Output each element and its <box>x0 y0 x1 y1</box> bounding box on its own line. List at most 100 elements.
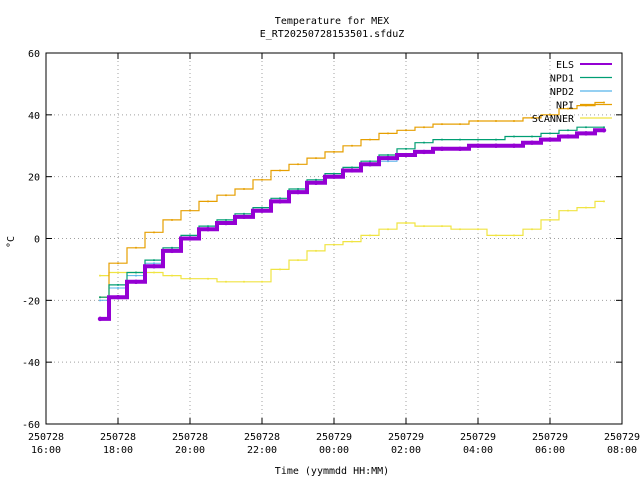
point-els <box>295 189 301 195</box>
point-npd1 <box>441 138 443 141</box>
point-npi <box>369 138 371 141</box>
chart-title: Temperature for MEX <box>275 16 389 27</box>
series-line-npd1 <box>100 126 604 298</box>
point-els <box>241 214 247 220</box>
point-npi <box>531 116 533 119</box>
series-line-npd2 <box>100 129 604 301</box>
point-scanner <box>243 280 245 283</box>
point-els <box>565 134 571 139</box>
y-tick-label: 20 <box>28 173 40 184</box>
point-npd1 <box>243 212 245 215</box>
point-scanner <box>549 218 551 221</box>
x-tick-time: 06:00 <box>535 445 565 456</box>
point-npd1 <box>333 172 335 175</box>
point-npi <box>135 246 137 249</box>
point-scanner <box>117 271 119 274</box>
point-npd1 <box>207 225 209 228</box>
point-npd1 <box>513 135 515 138</box>
point-scanner <box>585 206 587 209</box>
point-npd2 <box>387 160 389 163</box>
x-tick-time: 08:00 <box>607 445 637 456</box>
point-npd1 <box>405 147 407 150</box>
point-npi <box>513 120 515 123</box>
point-els <box>403 152 409 158</box>
legend-label-scanner: SCANNER <box>532 114 575 125</box>
chart-subtitle: E_RT20250728153501.sfduZ <box>260 29 405 40</box>
point-els <box>205 227 211 232</box>
point-els <box>169 248 175 254</box>
point-scanner <box>369 234 371 237</box>
point-npi <box>495 120 497 123</box>
point-npd1 <box>477 138 479 141</box>
x-tick-time: 20:00 <box>175 445 205 456</box>
x-tick-date: 250729 <box>532 432 568 443</box>
point-els <box>385 155 391 161</box>
point-npi <box>117 262 119 265</box>
point-scanner <box>171 274 173 277</box>
point-els <box>277 199 283 204</box>
point-npi <box>459 123 461 126</box>
x-tick-time: 16:00 <box>31 445 61 456</box>
point-npi <box>261 178 263 181</box>
point-els <box>493 143 499 148</box>
point-npi <box>315 157 317 160</box>
point-npd1 <box>459 138 461 141</box>
legend-label-npd2: NPD2 <box>550 87 574 98</box>
point-npd1 <box>117 283 119 286</box>
x-tick-time: 18:00 <box>103 445 133 456</box>
point-els <box>151 264 157 269</box>
point-npi <box>351 144 353 147</box>
point-npd1 <box>423 141 425 144</box>
point-npd1 <box>135 271 137 274</box>
x-tick-date: 250729 <box>460 432 496 443</box>
y-tick-label: 40 <box>28 111 40 122</box>
point-npi <box>189 209 191 212</box>
point-scanner <box>99 274 101 277</box>
y-tick-label: 60 <box>28 49 40 60</box>
point-npd1 <box>171 246 173 249</box>
point-els <box>475 143 481 148</box>
point-scanner <box>441 225 443 228</box>
point-els <box>223 220 229 226</box>
x-tick-date: 250729 <box>388 432 424 443</box>
point-npd1 <box>585 126 587 129</box>
x-tick-date: 250728 <box>100 432 136 443</box>
x-tick-date: 250729 <box>604 432 640 443</box>
point-npd1 <box>225 218 227 221</box>
point-els <box>187 236 193 241</box>
point-npi <box>279 169 281 172</box>
legend-label-npd1: NPD1 <box>550 74 574 85</box>
point-npi <box>207 200 209 203</box>
point-npd2 <box>99 299 101 302</box>
point-npd2 <box>135 274 137 277</box>
x-tick-time: 22:00 <box>247 445 277 456</box>
point-els <box>583 131 589 136</box>
point-scanner <box>387 228 389 231</box>
point-els <box>133 279 139 284</box>
point-npi <box>423 126 425 129</box>
point-scanner <box>567 209 569 212</box>
y-axis-label: °C <box>6 236 17 248</box>
point-scanner <box>513 234 515 237</box>
point-els <box>511 143 517 148</box>
point-els <box>367 162 373 167</box>
point-els <box>331 174 337 179</box>
x-tick-date: 250729 <box>316 432 352 443</box>
point-npd1 <box>189 234 191 237</box>
point-scanner <box>153 271 155 274</box>
x-tick-date: 250728 <box>244 432 280 443</box>
legend: ELS NPD1 NPD2 NPI SCANNER <box>532 60 612 125</box>
series-line-els <box>100 128 604 321</box>
x-axis-label: Time (yymmdd HH:MM) <box>275 466 389 477</box>
y-tick-label: -60 <box>22 420 40 431</box>
series-line-npi <box>100 101 604 298</box>
point-scanner <box>207 277 209 280</box>
point-npd1 <box>369 160 371 163</box>
x-tick-date: 250728 <box>28 432 64 443</box>
point-npi <box>567 107 569 110</box>
grid <box>46 53 622 424</box>
point-npi <box>441 123 443 126</box>
point-scanner <box>477 228 479 231</box>
point-npd1 <box>495 138 497 141</box>
